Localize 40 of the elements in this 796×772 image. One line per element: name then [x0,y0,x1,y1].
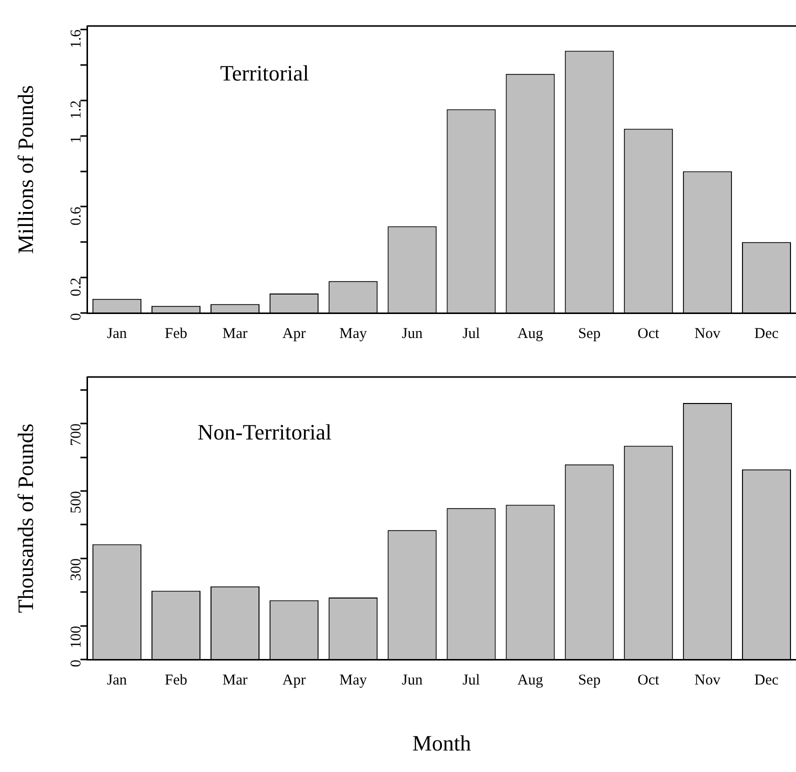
x-tick-label: Nov [694,326,721,342]
x-tick-label: Jan [106,672,128,689]
x-tick-label: Aug [517,326,544,342]
annotation: Non-Territorial [198,419,332,444]
x-tick-label: Sep [578,672,601,689]
x-tick-label: Sep [578,326,601,342]
x-tick-label: Jan [106,326,128,342]
y-tick-label: 700 [68,424,84,446]
y-tick-label: 0 [68,660,84,668]
y-tick-label: 0 [68,313,84,320]
y-tick-label: 1 [68,136,84,144]
x-tick-label: Feb [164,326,188,342]
y-tick-label: 100 [68,626,84,648]
x-tick-label: Jul [462,672,480,689]
y-axis-title: Thousands of Pounds [12,424,38,614]
x-tick-label: May [339,672,368,689]
annotation: Territorial [220,60,309,86]
x-tick-label: Mar [222,326,248,342]
x-tick-label: Oct [638,672,660,689]
y-tick-label: 500 [68,490,84,514]
x-tick-label: Feb [164,672,188,689]
x-tick-label: Jun [402,672,424,689]
x-tick-label: Jul [462,326,480,342]
x-axis-title: Month [412,730,472,756]
x-tick-label: Dec [754,326,779,342]
y-tick-label: 1.6 [68,29,84,48]
x-tick-label: Apr [282,672,306,689]
y-tick-label: 300 [68,558,84,581]
y-axis-title: Millions of Pounds [12,85,38,254]
x-tick-label: Aug [517,672,544,689]
x-tick-label: Apr [282,326,306,342]
x-tick-label: Mar [222,672,248,689]
y-tick-label: 1.2 [68,100,84,120]
y-tick-label: 0.6 [68,206,84,226]
x-tick-label: May [339,326,368,342]
x-tick-label: Dec [754,672,779,689]
x-tick-label: Jun [402,326,424,342]
y-tick-label: 0.2 [68,278,84,296]
x-tick-label: Oct [638,326,660,342]
x-tick-label: Nov [694,672,721,689]
